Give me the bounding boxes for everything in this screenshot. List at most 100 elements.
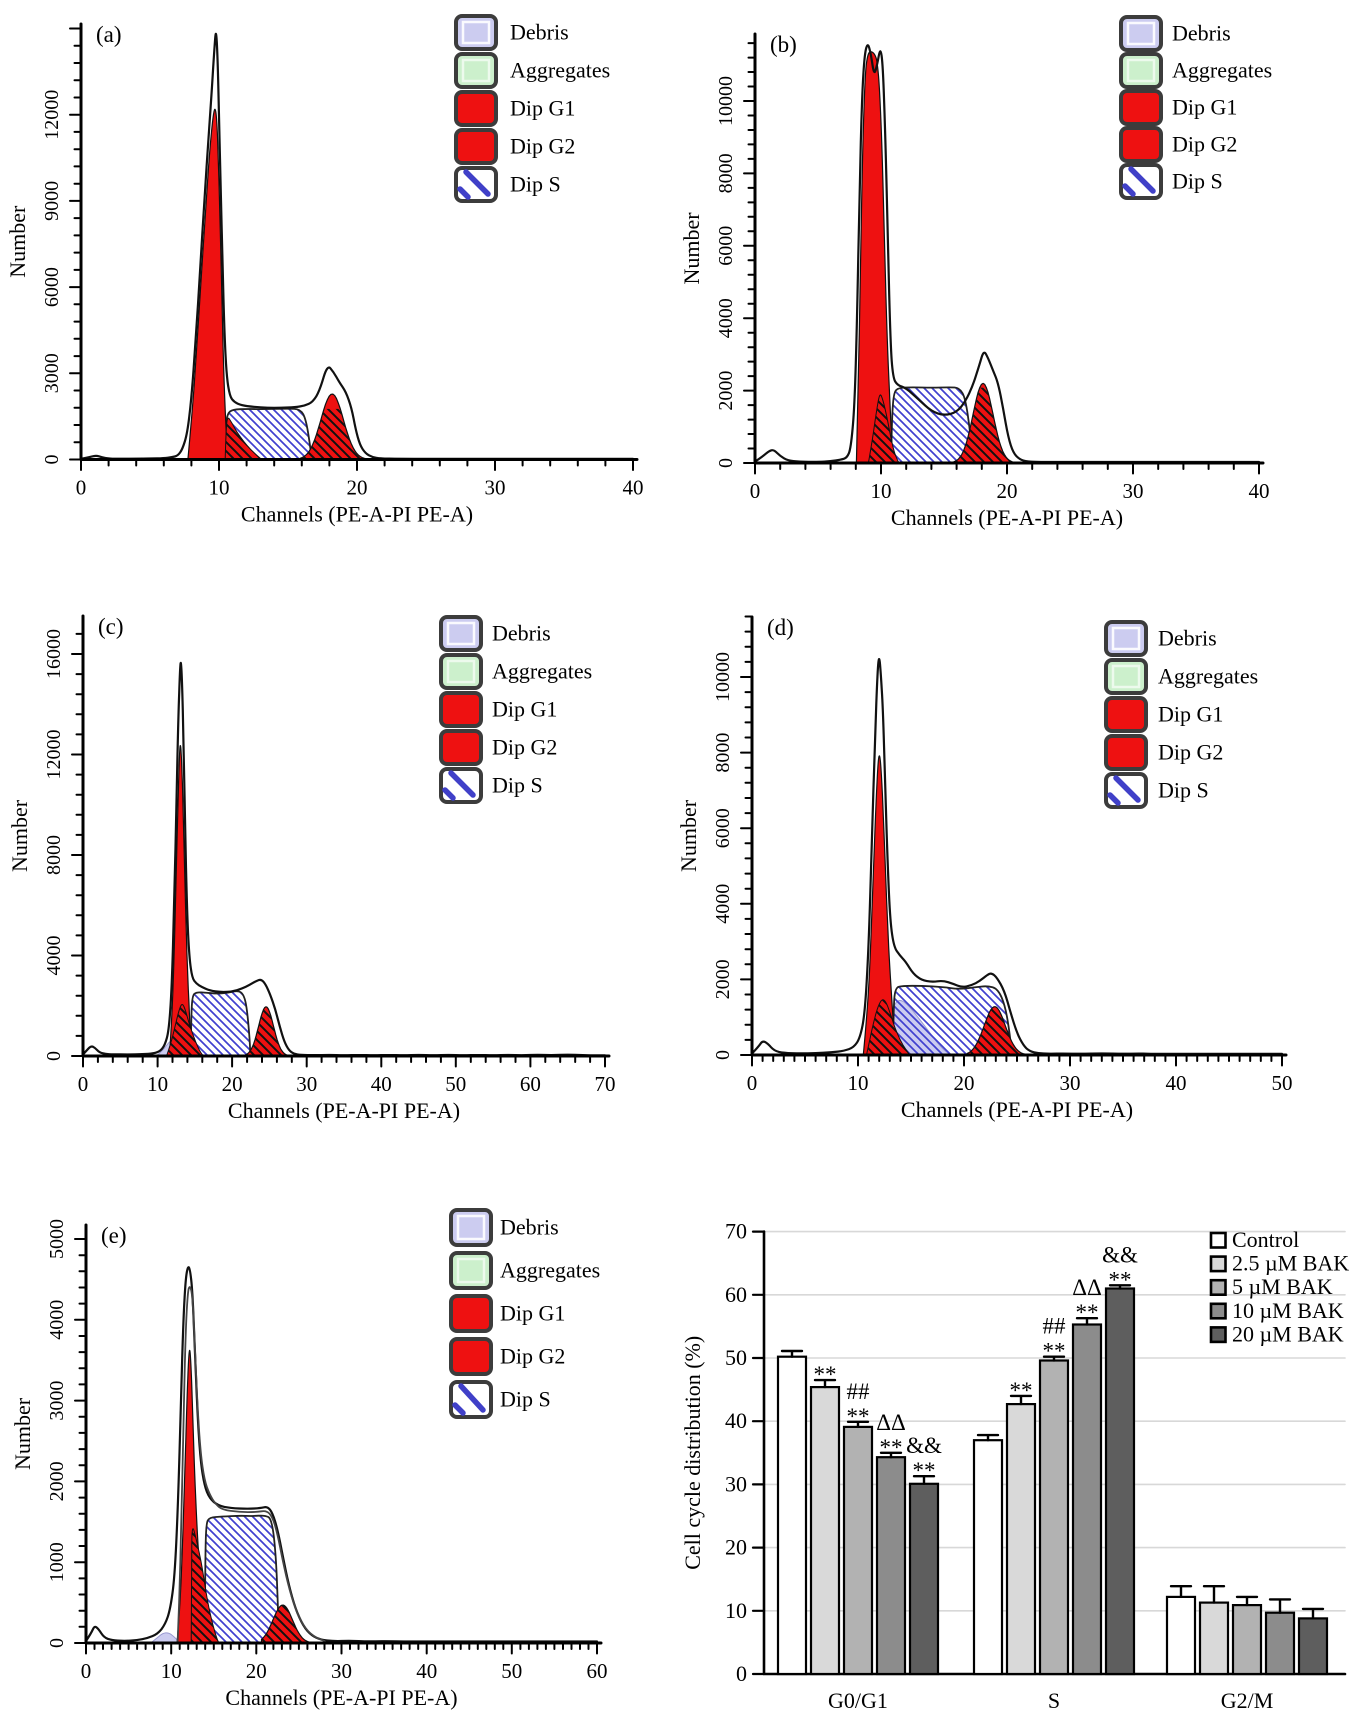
svg-text:0: 0 [715, 458, 737, 468]
svg-text:**: ** [880, 1435, 903, 1460]
svg-text:3000: 3000 [46, 1381, 68, 1421]
svg-text:40: 40 [1166, 1071, 1187, 1095]
svg-text:Dip S: Dip S [1172, 169, 1223, 194]
svg-text:Aggregates: Aggregates [492, 659, 592, 684]
svg-text:30: 30 [296, 1072, 317, 1096]
svg-text:10: 10 [725, 1598, 747, 1623]
svg-text:(b): (b) [770, 32, 797, 57]
svg-text:8000: 8000 [712, 733, 734, 773]
svg-text:5000: 5000 [46, 1219, 68, 1259]
svg-text:**: ** [814, 1362, 837, 1387]
svg-text:4000: 4000 [43, 936, 65, 976]
svg-text:0: 0 [81, 1659, 92, 1683]
svg-text:**: ** [847, 1404, 870, 1429]
svg-text:**: ** [1043, 1339, 1066, 1364]
svg-text:30: 30 [725, 1471, 747, 1496]
svg-text:Channels (PE-A-PI PE-A): Channels (PE-A-PI PE-A) [891, 505, 1123, 530]
svg-text:Dip G2: Dip G2 [1172, 132, 1237, 157]
svg-text:Dip S: Dip S [500, 1387, 551, 1412]
svg-text:G0/G1: G0/G1 [828, 1688, 888, 1713]
svg-text:Debris: Debris [500, 1215, 559, 1240]
svg-text:Dip G1: Dip G1 [510, 96, 575, 121]
svg-text:20 µM BAK: 20 µM BAK [1232, 1321, 1344, 1346]
svg-text:Dip S: Dip S [1158, 778, 1209, 803]
svg-text:G2/M: G2/M [1221, 1688, 1274, 1713]
svg-text:Aggregates: Aggregates [510, 58, 610, 83]
svg-text:40: 40 [416, 1659, 437, 1683]
svg-text:8000: 8000 [715, 153, 737, 193]
svg-text:30: 30 [485, 476, 506, 500]
svg-text:0: 0 [712, 1050, 734, 1060]
svg-text:##: ## [1043, 1314, 1067, 1339]
svg-text:0: 0 [747, 1071, 758, 1095]
svg-text:Aggregates: Aggregates [500, 1258, 600, 1283]
svg-text:20: 20 [954, 1071, 975, 1095]
svg-text:6000: 6000 [715, 226, 737, 266]
svg-text:0: 0 [41, 455, 63, 465]
svg-text:0: 0 [43, 1051, 65, 1061]
svg-text:(e): (e) [101, 1223, 127, 1248]
svg-text:Debris: Debris [1158, 626, 1217, 651]
svg-text:Channels (PE-A-PI PE-A): Channels (PE-A-PI PE-A) [241, 502, 473, 527]
svg-text:Channels (PE-A-PI PE-A): Channels (PE-A-PI PE-A) [225, 1685, 457, 1710]
svg-text:40: 40 [725, 1408, 747, 1433]
svg-text:16000: 16000 [43, 629, 65, 679]
svg-text:20: 20 [997, 479, 1018, 503]
svg-text:**: ** [1010, 1378, 1033, 1403]
svg-text:70: 70 [725, 1219, 747, 1244]
svg-text:Channels (PE-A-PI PE-A): Channels (PE-A-PI PE-A) [228, 1098, 460, 1123]
svg-text:30: 30 [1123, 479, 1144, 503]
svg-text:4000: 4000 [46, 1300, 68, 1340]
svg-text:Dip S: Dip S [510, 172, 561, 197]
svg-text:10: 10 [161, 1659, 182, 1683]
svg-text:ΔΔ: ΔΔ [1072, 1275, 1102, 1300]
svg-text:20: 20 [222, 1072, 243, 1096]
svg-text:50: 50 [725, 1345, 747, 1370]
svg-text:**: ** [1076, 1300, 1099, 1325]
svg-text:ΔΔ: ΔΔ [876, 1410, 906, 1435]
svg-text:2000: 2000 [46, 1461, 68, 1501]
svg-text:Number: Number [676, 799, 701, 872]
svg-text:40: 40 [623, 476, 644, 500]
svg-text:(d): (d) [767, 615, 794, 640]
svg-text:60: 60 [520, 1072, 541, 1096]
svg-text:12000: 12000 [43, 730, 65, 780]
svg-text:6000: 6000 [41, 267, 63, 307]
svg-text:10000: 10000 [712, 652, 734, 702]
svg-text:2000: 2000 [715, 371, 737, 411]
svg-text:50: 50 [1272, 1071, 1293, 1095]
svg-text:&&: && [906, 1433, 942, 1458]
svg-text:40: 40 [371, 1072, 392, 1096]
svg-text:Dip G2: Dip G2 [492, 735, 557, 760]
svg-text:(c): (c) [98, 614, 124, 639]
svg-text:Number: Number [679, 212, 704, 285]
svg-text:10: 10 [147, 1072, 168, 1096]
svg-text:12000: 12000 [41, 90, 63, 140]
svg-text:2.5 µM BAK: 2.5 µM BAK [1232, 1251, 1349, 1276]
svg-text:20: 20 [725, 1535, 747, 1560]
svg-text:20: 20 [246, 1659, 267, 1683]
svg-text:0: 0 [750, 479, 761, 503]
svg-text:4000: 4000 [715, 298, 737, 338]
svg-text:Dip G1: Dip G1 [1172, 95, 1237, 120]
svg-text:**: ** [913, 1458, 936, 1483]
svg-text:##: ## [847, 1379, 871, 1404]
svg-text:50: 50 [501, 1659, 522, 1683]
svg-text:40: 40 [1249, 479, 1270, 503]
svg-text:4000: 4000 [712, 884, 734, 924]
svg-text:50: 50 [445, 1072, 466, 1096]
svg-text:S: S [1048, 1688, 1060, 1713]
svg-text:5 µM BAK: 5 µM BAK [1232, 1274, 1333, 1299]
svg-text:Aggregates: Aggregates [1172, 58, 1272, 83]
svg-text:Debris: Debris [510, 20, 569, 45]
svg-text:9000: 9000 [41, 181, 63, 221]
svg-text:Dip G1: Dip G1 [1158, 702, 1223, 727]
svg-text:10: 10 [848, 1071, 869, 1095]
svg-text:0: 0 [76, 476, 87, 500]
svg-text:Number: Number [10, 1397, 35, 1470]
svg-text:6000: 6000 [712, 808, 734, 848]
svg-text:&&: && [1102, 1242, 1138, 1267]
svg-text:60: 60 [725, 1282, 747, 1307]
svg-text:Channels (PE-A-PI PE-A): Channels (PE-A-PI PE-A) [901, 1097, 1133, 1122]
svg-text:30: 30 [1060, 1071, 1081, 1095]
